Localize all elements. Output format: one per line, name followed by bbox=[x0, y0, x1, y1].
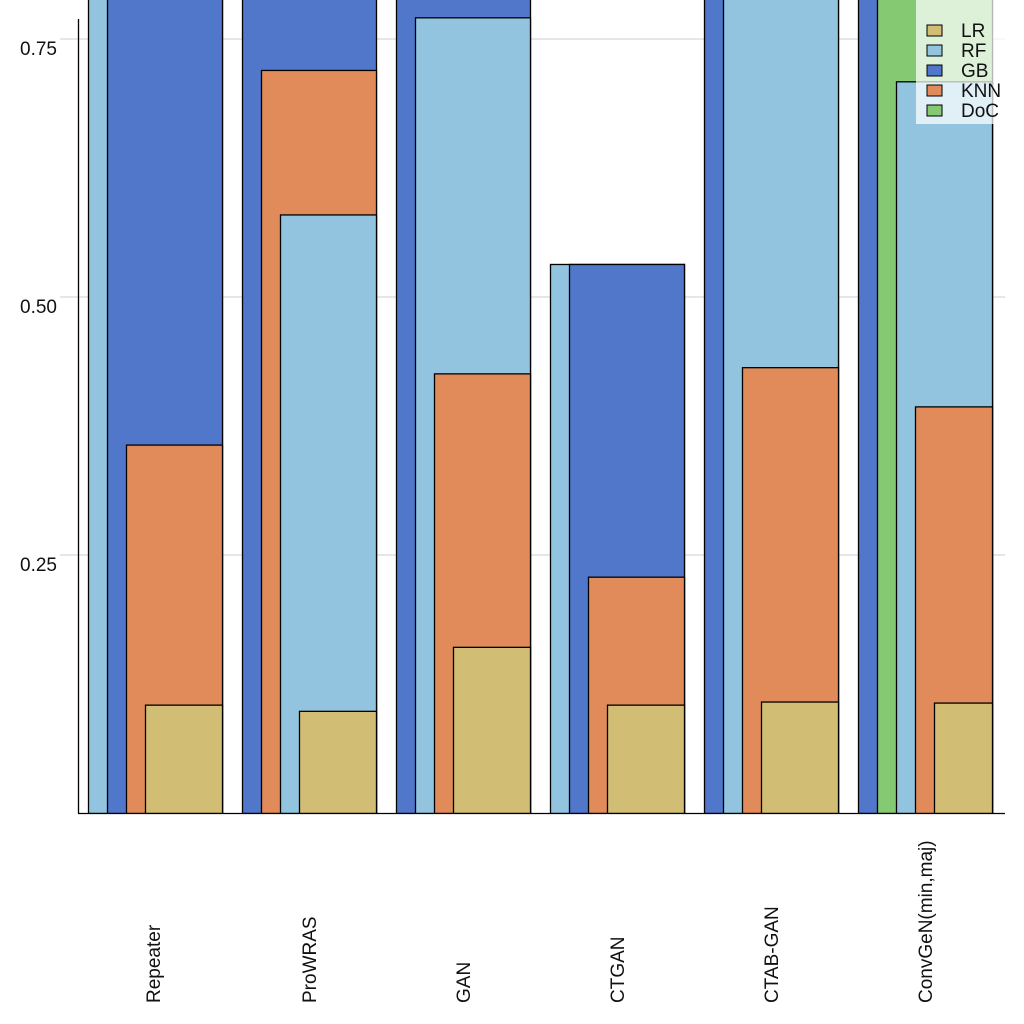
bars bbox=[87, 0, 994, 813]
x-tick-label: CTAB-GAN bbox=[762, 906, 783, 1003]
legend-swatch-rf bbox=[926, 44, 943, 57]
y-tick-label: 0.25 bbox=[20, 555, 57, 576]
legend-swatch-knn bbox=[926, 84, 943, 97]
bar-ctab-gan-lr bbox=[760, 701, 840, 813]
legend-item-knn: KNN bbox=[926, 81, 1001, 102]
bar-ctgan-lr bbox=[606, 704, 686, 813]
legend-background bbox=[916, 0, 1024, 124]
x-tick-labels: Repeater ProWRAS GAN CTGAN CTAB-GAN Conv… bbox=[144, 840, 937, 1003]
bar-gan-lr bbox=[452, 646, 532, 813]
y-tick-labels: 0.25 0.50 0.75 bbox=[20, 39, 57, 576]
legend-item-doc: DoC bbox=[926, 101, 999, 122]
legend-swatch-lr bbox=[926, 24, 943, 37]
legend-label-doc: DoC bbox=[961, 101, 999, 122]
legend: LR RF GB KNN DoC bbox=[916, 0, 1024, 124]
bar-convgen-min-maj-lr bbox=[933, 702, 994, 813]
y-tick-label: 0.50 bbox=[20, 297, 57, 318]
legend-item-lr: LR bbox=[926, 21, 985, 42]
legend-label-lr: LR bbox=[961, 21, 985, 42]
legend-label-gb: GB bbox=[961, 61, 988, 82]
bar-repeater-lr bbox=[144, 704, 224, 813]
axes bbox=[77, 19, 1005, 815]
legend-label-rf: RF bbox=[961, 41, 986, 62]
x-tick-label: Repeater bbox=[144, 924, 165, 1003]
x-tick-label: ProWRAS bbox=[300, 916, 321, 1003]
y-tick-label: 0.75 bbox=[20, 39, 57, 60]
bar-prowras-lr bbox=[298, 710, 378, 813]
legend-swatch-doc bbox=[926, 104, 943, 117]
legend-label-knn: KNN bbox=[961, 81, 1001, 102]
legend-item-gb: GB bbox=[926, 61, 988, 82]
x-tick-label: ConvGeN(min,maj) bbox=[916, 840, 937, 1003]
x-tick-label: CTGAN bbox=[608, 937, 629, 1004]
legend-swatch-gb bbox=[926, 64, 943, 77]
legend-item-rf: RF bbox=[926, 41, 986, 62]
x-tick-label: GAN bbox=[454, 962, 475, 1003]
